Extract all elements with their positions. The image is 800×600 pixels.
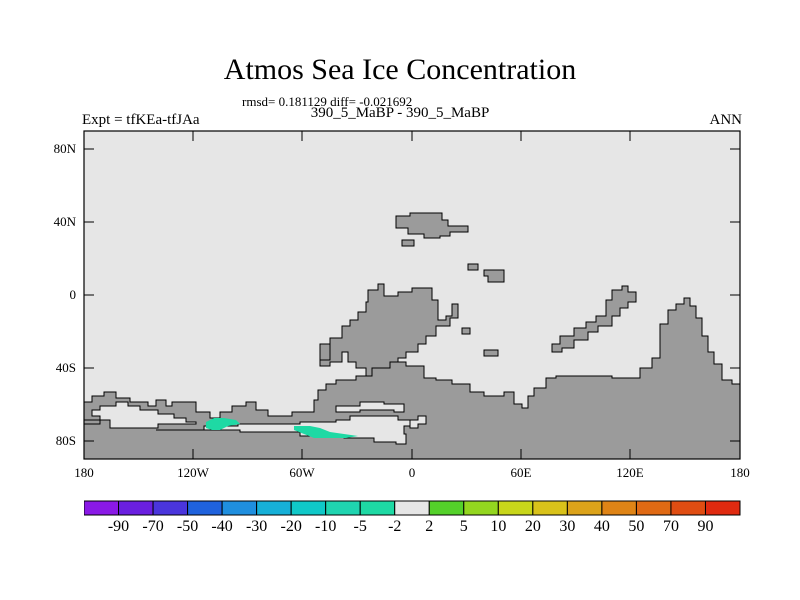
colorbar-swatch [532,500,568,516]
land-north-3 [467,263,479,271]
experiment-label: Expt = tfKEa-tfJAa [82,112,200,128]
inlet-east [335,401,405,413]
colorbar-label: -30 [245,518,268,535]
inlet-ross [409,415,427,429]
colorbar-swatch [325,500,361,516]
colorbar-label: 10 [490,518,507,535]
colorbar-label: 40 [593,518,610,535]
colorbar-swatch [601,500,637,516]
land-north-6 [483,349,499,357]
colorbar-swatch [394,500,430,516]
colorbar-label: -70 [142,518,164,535]
colorbar-label: 20 [524,518,541,535]
colorbar-label: -90 [107,518,130,535]
x-tick-60w: 60W [289,465,315,480]
colorbar-swatch [428,500,465,516]
colorbar-swatch [463,500,499,516]
land-masses [83,212,741,460]
inlet-west [91,401,197,429]
colorbar-swatch [635,500,672,516]
x-tick-60e: 60E [510,465,532,480]
land-asia-east [551,285,637,353]
x-tick-120e: 120E [616,465,644,480]
colorbar-swatch [256,500,292,516]
y-tick-80s: 80S [55,433,76,448]
colorbar-swatch [290,500,327,516]
land-north-5 [461,327,471,335]
case-label: 390_5_MaBP - 390_5_MaBP [310,105,490,121]
colorbar [84,500,741,516]
y-tick-40n: 40N [53,214,76,229]
colorbar-label: -10 [315,518,337,535]
colorbar-swatch [670,500,706,516]
colorbar-label: -20 [280,518,302,535]
colorbar-swatch [359,500,396,516]
colorbar-swatch [497,500,534,516]
plot-title: Atmos Sea Ice Concentration [223,53,577,86]
colorbar-label: 2 [425,518,434,535]
colorbar-label: 30 [559,518,576,535]
land-north-2 [401,239,415,247]
colorbar-label: -40 [211,518,233,535]
x-tick-180-right: 180 [730,465,750,480]
colorbar-label: 50 [628,518,645,535]
y-tick-80n: 80N [53,141,76,156]
x-tick-0: 0 [408,465,416,480]
colorbar-swatch [704,500,741,516]
tick-marks [84,131,740,459]
anomaly-patches [206,418,358,438]
anomaly-patch-east [294,426,358,438]
land-ross-pocket [83,419,101,425]
colorbar-label: 70 [662,518,679,535]
colorbar-label: 90 [697,518,714,535]
colorbar-label: 5 [459,518,468,535]
x-tick-180-left: 180 [74,465,94,480]
land-southern-band [83,297,741,460]
y-tick-0: 0 [69,287,77,302]
colorbar-swatch [221,500,258,516]
colorbar-label: -50 [176,518,199,535]
season-label: ANN [709,112,743,128]
anomaly-patch-west [206,418,240,430]
y-tick-40s: 40S [55,360,76,375]
land-central-small [319,343,331,361]
colorbar-swatch [118,500,154,516]
colorbar-swatch [187,500,223,516]
stats-line: rmsd= 0.181129 diff= -0.021692 [242,94,413,109]
x-tick-120w: 120W [177,465,209,480]
colorbar-label: -2 [388,518,402,535]
colorbar-swatch [84,500,120,516]
land-north-1 [395,212,469,239]
colorbar-label: -5 [353,518,367,535]
land-north-4 [483,269,505,283]
colorbar-swatch [152,500,189,516]
colorbar-swatch [566,500,603,516]
